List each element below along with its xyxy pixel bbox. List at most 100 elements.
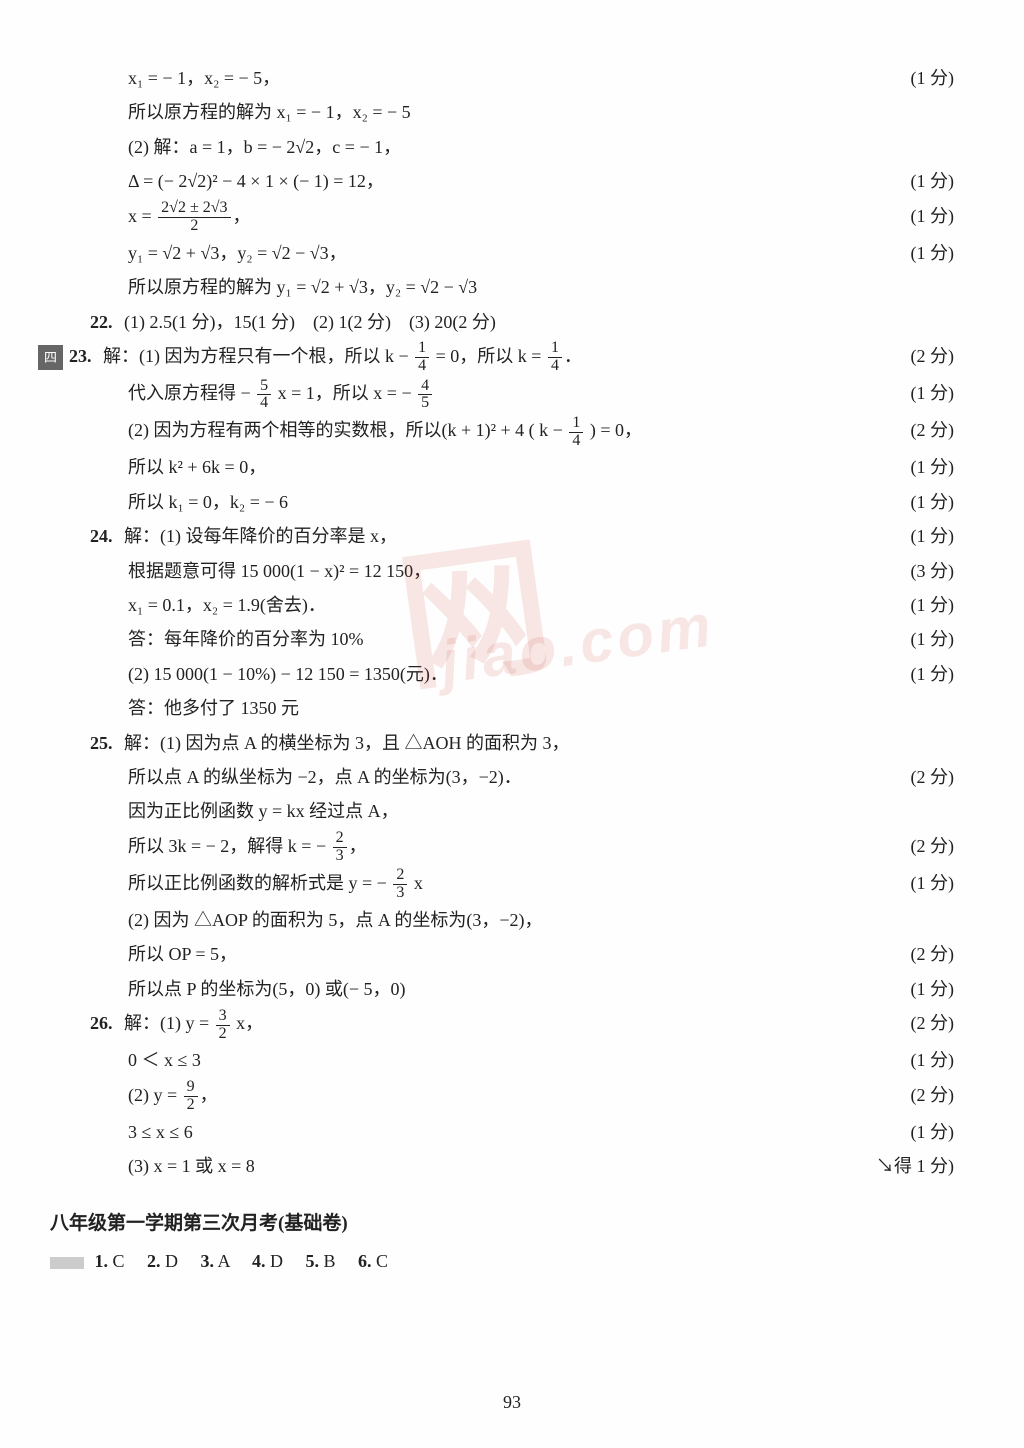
score-label: (2 分): [899, 830, 955, 862]
solution-line: 所以 k₁ = 0，k₂ = − 6 (1 分): [50, 486, 954, 518]
section-title: 八年级第一学期第三次月考(基础卷): [50, 1207, 954, 1241]
line-text: (1) 2.5(1 分)，15(1 分) (2) 1(2 分) (3) 20(2…: [124, 306, 496, 338]
line-text: (2) y = 92，: [128, 1079, 218, 1114]
line-text: 所以点 A 的纵坐标为 −2，点 A 的坐标为(3，−2)．: [128, 761, 522, 793]
score-label: (1 分): [899, 377, 955, 409]
mc-answer: 6. C: [354, 1251, 407, 1271]
solution-line: 答：他多付了 1350 元: [50, 692, 954, 724]
question-number: 26.: [90, 1007, 124, 1039]
score-label: (3 分): [899, 555, 955, 587]
question-line: 22.(1) 2.5(1 分)，15(1 分) (2) 1(2 分) (3) 2…: [50, 306, 954, 338]
question-line: 四23.解：(1) 因为方程只有一个根，所以 k − 14 = 0，所以 k =…: [50, 340, 954, 375]
score-label: (2 分): [899, 340, 955, 372]
line-text: 所以 k² + 6k = 0，: [128, 451, 266, 483]
solution-line: 所以点 P 的坐标为(5，0) 或(− 5，0) (1 分): [50, 973, 954, 1005]
line-text: 答：每年降价的百分率为 10%: [128, 623, 364, 655]
line-text: (2) 因为方程有两个相等的实数根，所以(k + 1)² + 4 ( k − 1…: [128, 414, 642, 449]
solution-line: y₁ = √2 + √3，y₂ = √2 − √3， (1 分): [50, 237, 954, 269]
solution-line: (2) 因为 △AOP 的面积为 5，点 A 的坐标为(3，−2)，: [50, 904, 954, 936]
mc-answer: 2. D: [143, 1251, 197, 1271]
score-label: (2 分): [899, 1007, 955, 1039]
solution-line: 所以正比例函数的解析式是 y = − 23 x (1 分): [50, 867, 954, 902]
question-number: 25.: [90, 727, 124, 759]
line-text: 所以 OP = 5，: [128, 938, 237, 970]
solution-line: 所以原方程的解为 y₁ = √2 + √3，y₂ = √2 − √3: [50, 271, 954, 303]
score-label: (2 分): [899, 938, 955, 970]
solution-line: x₁ = 0.1，x₂ = 1.9(舍去)． (1 分): [50, 589, 954, 621]
solution-line: x = 2√2 ± 2√32， (1 分): [50, 200, 954, 235]
score-label: (1 分): [899, 237, 955, 269]
line-text: (3) x = 1 或 x = 8: [128, 1150, 255, 1182]
score-label: (1 分): [899, 867, 955, 899]
line-text: 解：(1) 设每年降价的百分率是 x，: [124, 520, 397, 552]
score-label: (1 分): [899, 62, 955, 94]
line-text: 所以点 P 的坐标为(5，0) 或(− 5，0): [128, 973, 405, 1005]
solution-line: 0 ＜ x ≤ 3 (1 分): [50, 1044, 954, 1076]
score-label: (2 分): [899, 761, 955, 793]
solution-line: (2) 15 000(1 − 10%) − 12 150 = 1350(元)． (…: [50, 658, 954, 690]
line-text: 解：(1) 因为方程只有一个根，所以 k − 14 = 0，所以 k = 14．: [103, 340, 582, 375]
line-text: x₁ = 0.1，x₂ = 1.9(舍去)．: [128, 589, 326, 621]
question-number: 24.: [90, 520, 124, 552]
solution-line: 所以 k² + 6k = 0， (1 分): [50, 451, 954, 483]
page-number: 93: [0, 1386, 1024, 1418]
line-text: y₁ = √2 + √3，y₂ = √2 − √3，: [128, 237, 347, 269]
line-text: 所以原方程的解为 y₁ = √2 + √3，y₂ = √2 − √3: [128, 271, 477, 303]
score-label: (1 分): [899, 589, 955, 621]
mc-answer: 3. A: [196, 1251, 248, 1271]
mc-answer: 4. D: [248, 1251, 302, 1271]
line-text: 所以正比例函数的解析式是 y = − 23 x: [128, 867, 423, 902]
score-label: (1 分): [899, 658, 955, 690]
solution-line: 所以 OP = 5， (2 分): [50, 938, 954, 970]
question-line: 26.解：(1) y = 32 x， (2 分): [50, 1007, 954, 1042]
line-text: (2) 15 000(1 − 10%) − 12 150 = 1350(元)．: [128, 658, 448, 690]
line-text: Δ = (− 2√2)² − 4 × 1 × (− 1) = 12，: [128, 165, 384, 197]
solution-line: 答：每年降价的百分率为 10% (1 分): [50, 623, 954, 655]
score-label: (1 分): [899, 451, 955, 483]
score-label: (1 分): [899, 486, 955, 518]
line-text: 解：(1) 因为点 A 的横坐标为 3，且 △AOH 的面积为 3，: [124, 727, 570, 759]
line-text: 0 ＜ x ≤ 3: [128, 1044, 201, 1076]
score-label: (1 分): [899, 520, 955, 552]
solution-line: (2) 因为方程有两个相等的实数根，所以(k + 1)² + 4 ( k − 1…: [50, 414, 954, 449]
mc-answer-row: 1. C 2. D 3. A 4. D 5. B 6. C: [50, 1245, 954, 1277]
question-line: 25.解：(1) 因为点 A 的横坐标为 3，且 △AOH 的面积为 3，: [50, 727, 954, 759]
line-text: 解：(1) y = 32 x，: [124, 1007, 263, 1042]
solution-line: x₁ = − 1，x₂ = − 5， (1 分): [50, 62, 954, 94]
solution-line: (2) 解：a = 1，b = − 2√2，c = − 1，: [50, 131, 954, 163]
score-label: ↘得 1 分): [864, 1150, 954, 1182]
solution-line: (3) x = 1 或 x = 8 ↘得 1 分): [50, 1150, 954, 1182]
line-text: 答：他多付了 1350 元: [128, 692, 299, 724]
line-text: 根据题意可得 15 000(1 − x)² = 12 150，: [128, 555, 431, 587]
mc-answer: 1. C: [95, 1251, 143, 1271]
line-text: 所以 3k = − 2，解得 k = − 23，: [128, 830, 367, 865]
line-text: 所以 k₁ = 0，k₂ = − 6: [128, 486, 288, 518]
score-label: (1 分): [899, 1116, 955, 1148]
score-label: (1 分): [899, 623, 955, 655]
solution-line: 所以点 A 的纵坐标为 −2，点 A 的坐标为(3，−2)． (2 分): [50, 761, 954, 793]
section-marker: 四: [38, 345, 63, 370]
question-number: 23.: [69, 340, 103, 372]
solution-line: 所以 3k = − 2，解得 k = − 23， (2 分): [50, 830, 954, 865]
line-text: 3 ≤ x ≤ 6: [128, 1116, 193, 1148]
section-box: [50, 1257, 84, 1269]
score-label: (1 分): [899, 1044, 955, 1076]
line-text: 代入原方程得 − 54 x = 1，所以 x = − 45: [128, 377, 434, 412]
line-text: (2) 解：a = 1，b = − 2√2，c = − 1，: [128, 131, 401, 163]
solution-line: 3 ≤ x ≤ 6 (1 分): [50, 1116, 954, 1148]
score-label: (1 分): [899, 165, 955, 197]
score-label: (2 分): [899, 414, 955, 446]
solution-line: (2) y = 92， (2 分): [50, 1079, 954, 1114]
question-number: 22.: [90, 306, 124, 338]
line-text: (2) 因为 △AOP 的面积为 5，点 A 的坐标为(3，−2)，: [128, 904, 542, 936]
score-label: (2 分): [899, 1079, 955, 1111]
line-text: 因为正比例函数 y = kx 经过点 A，: [128, 795, 399, 827]
question-line: 24.解：(1) 设每年降价的百分率是 x， (1 分): [50, 520, 954, 552]
line-text: x₁ = − 1，x₂ = − 5，: [128, 62, 280, 94]
line-text: x = 2√2 ± 2√32，: [128, 200, 251, 235]
solution-line: 根据题意可得 15 000(1 − x)² = 12 150， (3 分): [50, 555, 954, 587]
solution-line: 因为正比例函数 y = kx 经过点 A，: [50, 795, 954, 827]
score-label: (1 分): [899, 200, 955, 232]
score-label: (1 分): [899, 973, 955, 1005]
solution-line: Δ = (− 2√2)² − 4 × 1 × (− 1) = 12， (1 分): [50, 165, 954, 197]
